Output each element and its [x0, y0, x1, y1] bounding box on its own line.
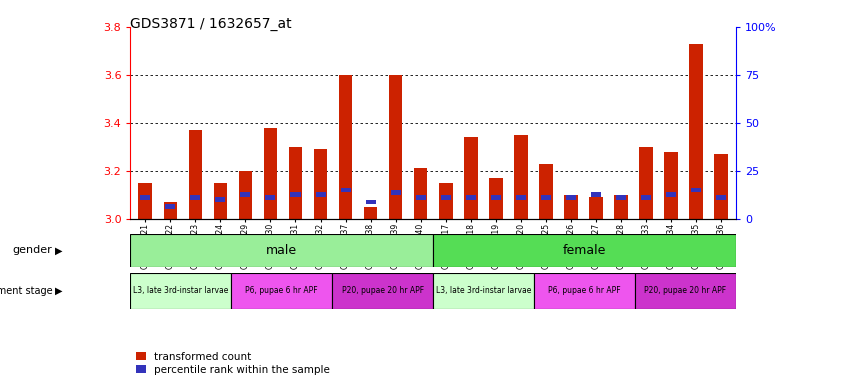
Bar: [139, 183, 152, 219]
Bar: [341, 188, 351, 192]
Bar: [433, 273, 534, 309]
Text: male: male: [266, 244, 298, 257]
Bar: [239, 171, 252, 219]
Bar: [315, 192, 325, 197]
Text: ▶: ▶: [55, 245, 62, 255]
Text: P6, pupae 6 hr APF: P6, pupae 6 hr APF: [548, 286, 621, 295]
Bar: [389, 75, 403, 219]
Bar: [666, 192, 676, 197]
Bar: [563, 195, 578, 219]
Text: gender: gender: [13, 245, 52, 255]
Text: female: female: [563, 244, 606, 257]
Bar: [635, 273, 736, 309]
Bar: [266, 195, 276, 200]
Bar: [214, 183, 227, 219]
Bar: [466, 195, 476, 200]
Bar: [215, 197, 225, 202]
Bar: [288, 147, 303, 219]
Text: P6, pupae 6 hr APF: P6, pupae 6 hr APF: [246, 286, 318, 295]
Bar: [590, 192, 600, 197]
Bar: [716, 195, 726, 200]
Text: P20, pupae 20 hr APF: P20, pupae 20 hr APF: [341, 286, 424, 295]
Bar: [314, 149, 327, 219]
Bar: [415, 195, 426, 200]
Bar: [130, 234, 433, 267]
Bar: [390, 190, 400, 195]
Bar: [539, 164, 553, 219]
Bar: [714, 154, 727, 219]
Bar: [439, 183, 452, 219]
Bar: [163, 202, 177, 219]
Bar: [263, 127, 278, 219]
Bar: [516, 195, 526, 200]
Bar: [188, 130, 203, 219]
Text: P20, pupae 20 hr APF: P20, pupae 20 hr APF: [644, 286, 727, 295]
Text: ▶: ▶: [55, 286, 62, 296]
Bar: [639, 147, 653, 219]
Bar: [241, 192, 251, 197]
Bar: [489, 178, 503, 219]
Bar: [433, 234, 736, 267]
Bar: [130, 273, 231, 309]
Bar: [490, 195, 500, 200]
Bar: [614, 195, 627, 219]
Bar: [140, 195, 151, 200]
Bar: [414, 169, 427, 219]
Bar: [290, 192, 300, 197]
Bar: [363, 207, 378, 219]
Bar: [616, 195, 626, 200]
Bar: [566, 195, 576, 200]
Bar: [339, 75, 352, 219]
Bar: [332, 273, 433, 309]
Text: L3, late 3rd-instar larvae: L3, late 3rd-instar larvae: [436, 286, 532, 295]
Bar: [664, 152, 678, 219]
Bar: [690, 188, 701, 192]
Bar: [514, 135, 527, 219]
Bar: [534, 273, 635, 309]
Bar: [641, 195, 651, 200]
Bar: [589, 197, 603, 219]
Text: development stage: development stage: [0, 286, 52, 296]
Bar: [541, 195, 551, 200]
Legend: transformed count, percentile rank within the sample: transformed count, percentile rank withi…: [135, 352, 331, 375]
Bar: [463, 137, 478, 219]
Bar: [190, 195, 200, 200]
Text: L3, late 3rd-instar larvae: L3, late 3rd-instar larvae: [133, 286, 229, 295]
Text: GDS3871 / 1632657_at: GDS3871 / 1632657_at: [130, 17, 292, 31]
Bar: [166, 205, 176, 209]
Bar: [231, 273, 332, 309]
Bar: [441, 195, 451, 200]
Bar: [689, 44, 703, 219]
Bar: [366, 200, 376, 205]
